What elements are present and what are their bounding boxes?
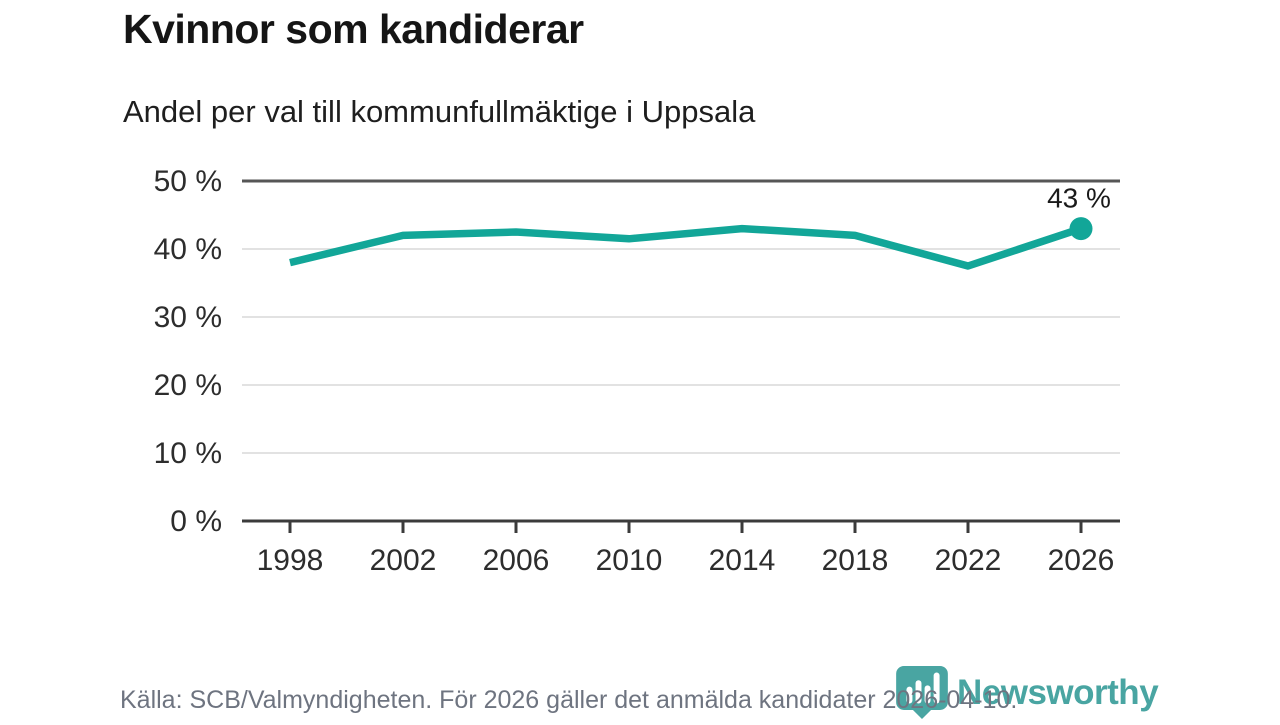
y-tick-label: 0 %: [170, 505, 222, 538]
newsworthy-logo-text: Newsworthy: [957, 672, 1159, 712]
x-tick-label: 2018: [822, 544, 889, 577]
newsworthy-logo-icon: [896, 666, 948, 719]
chart-title: Kvinnor som kandiderar: [123, 6, 584, 52]
logo-bar-chart-glyph: [906, 672, 940, 704]
source-note: Källa: SCB/Valmyndigheten. För 2026 gäll…: [120, 686, 1018, 714]
y-tick-label: 10 %: [154, 437, 222, 470]
x-tick-label: 1998: [257, 544, 324, 577]
end-point-value-label: 43 %: [1047, 183, 1111, 214]
y-tick-label: 20 %: [154, 369, 222, 402]
end-point-dot: [1069, 217, 1093, 241]
x-tick-label: 2010: [596, 544, 663, 577]
data-line: [289, 224, 1083, 270]
newsworthy-logo: Newsworthy: [896, 666, 1159, 719]
y-tick-label: 50 %: [154, 165, 222, 198]
y-tick-label: 40 %: [154, 233, 222, 266]
x-tick-label: 2006: [483, 544, 550, 577]
x-tick-label: 2026: [1048, 544, 1115, 577]
x-tick-label: 2022: [935, 544, 1002, 577]
x-tick-label: 2014: [709, 544, 776, 577]
chart-subtitle: Andel per val till kommunfullmäktige i U…: [123, 94, 756, 129]
x-tick-label: 2002: [370, 544, 437, 577]
y-tick-label: 30 %: [154, 301, 222, 334]
